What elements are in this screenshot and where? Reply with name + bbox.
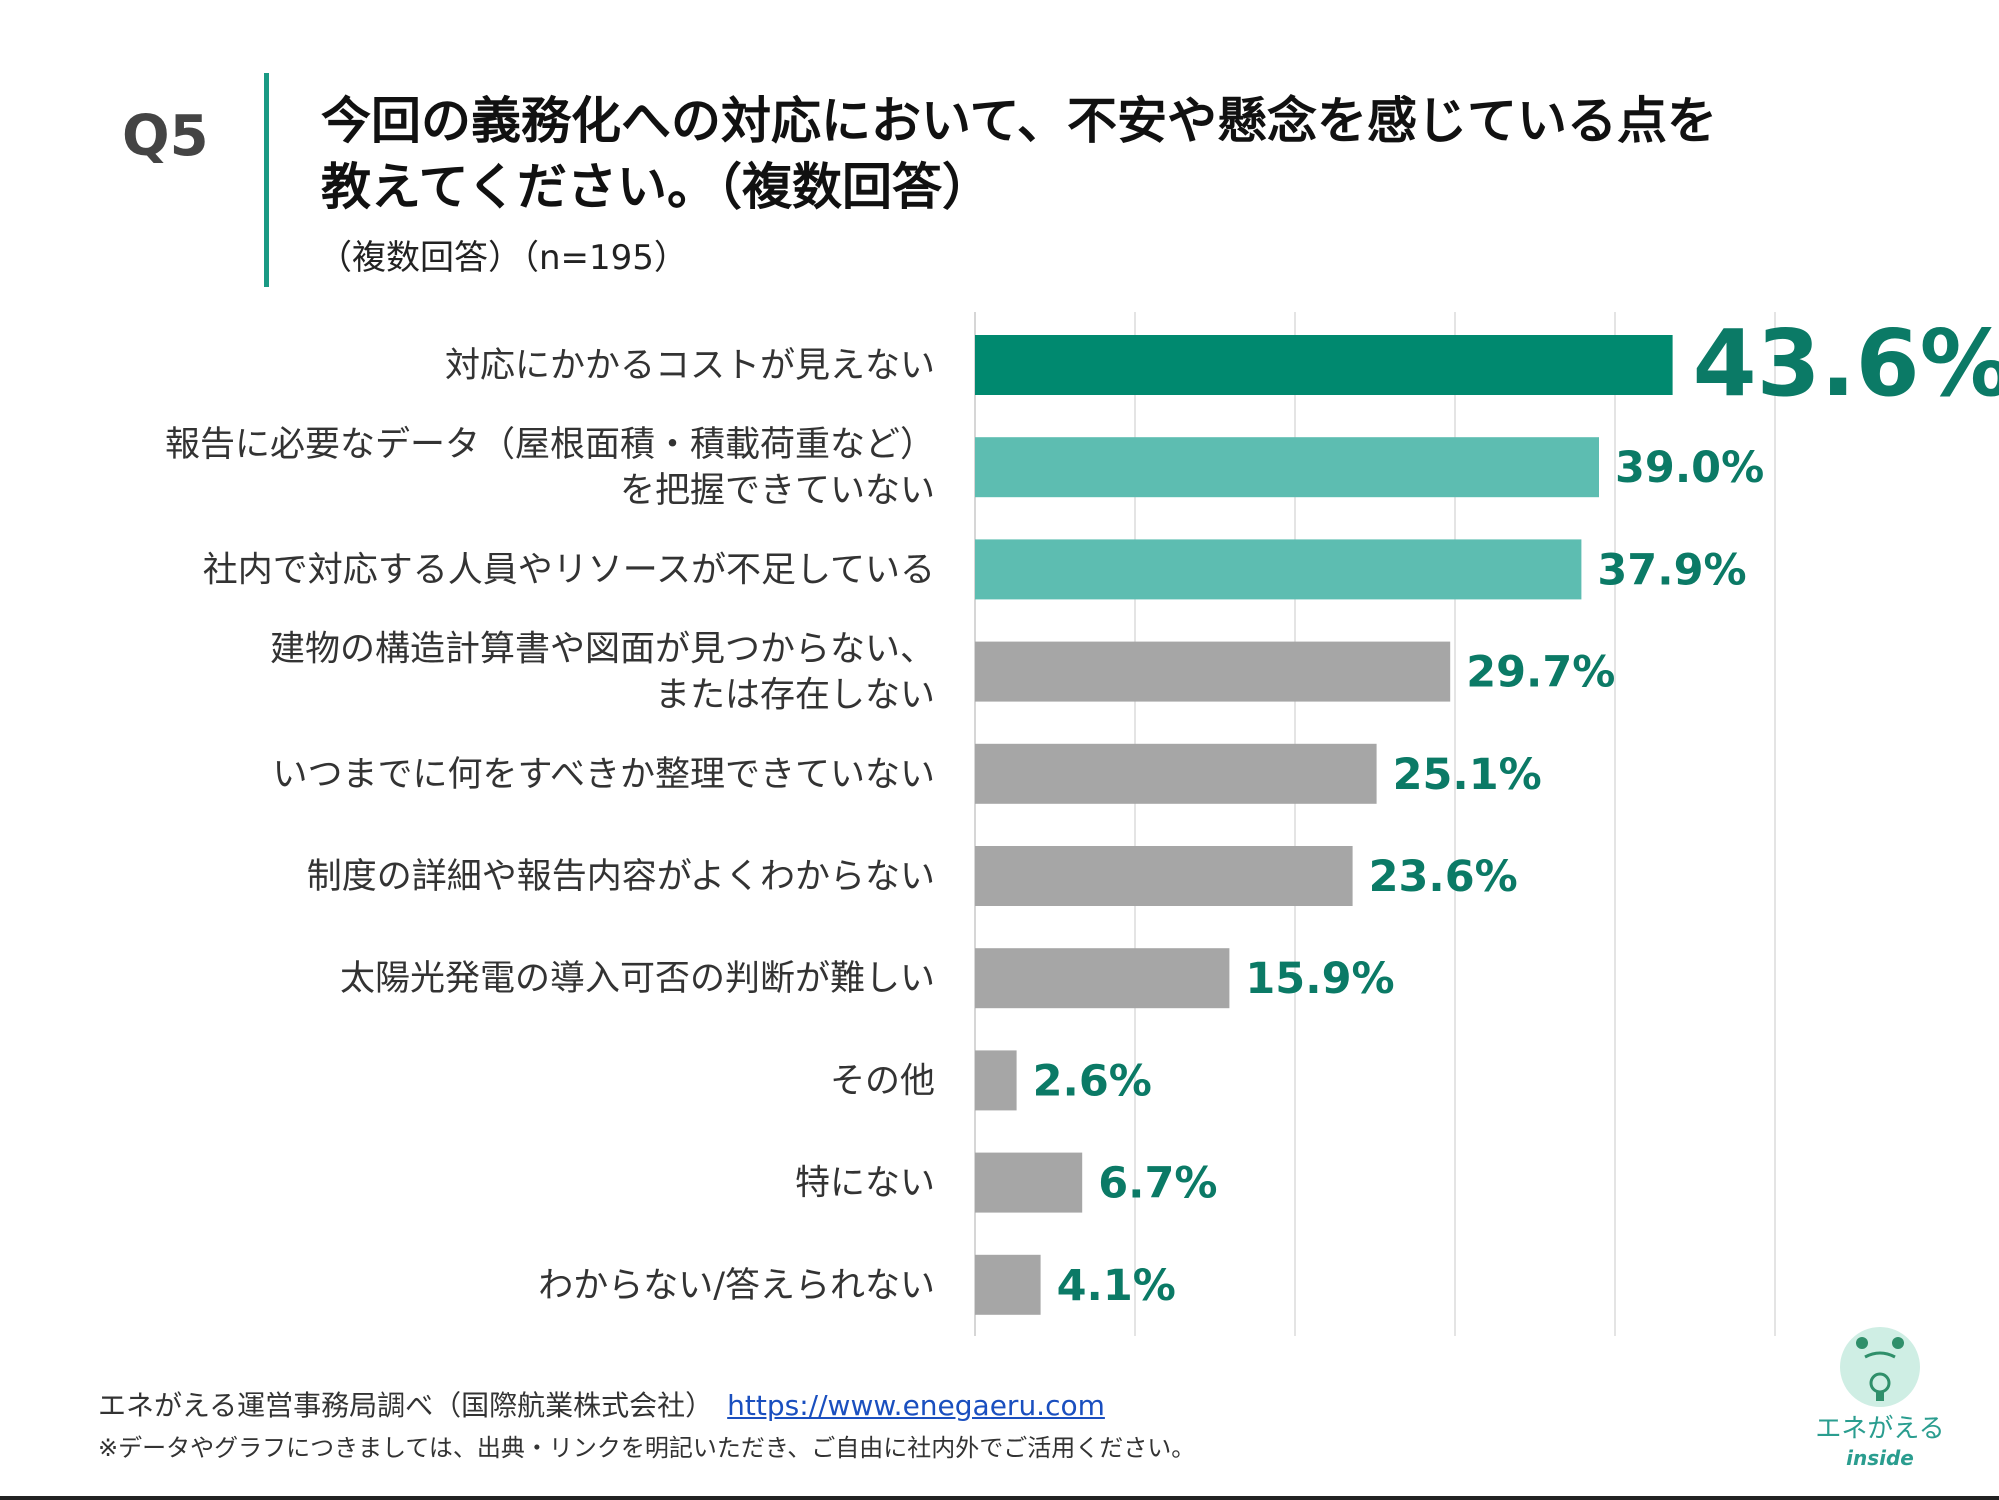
value-label: 29.7% bbox=[1466, 648, 1615, 698]
logo-text: エネがえる bbox=[1815, 1414, 1944, 1444]
bar bbox=[975, 846, 1353, 906]
value-label: 2.6% bbox=[1033, 1056, 1152, 1106]
source-note: エネがえる運営事務局調べ（国際航業株式会社） https://www.enegae… bbox=[98, 1384, 1105, 1424]
category-label: 社内で対応する人員やリソースが不足している bbox=[203, 550, 935, 590]
category-label: 対応にかかるコストが見えない bbox=[445, 346, 935, 386]
category-label: 制度の詳細や報告内容がよくわからない bbox=[307, 857, 935, 897]
bar bbox=[975, 1050, 1017, 1111]
source-text: エネがえる運営事務局調べ（国際航業株式会社） bbox=[98, 1389, 714, 1422]
logo-subtext: inside bbox=[1846, 1446, 1914, 1470]
value-label: 23.6% bbox=[1369, 852, 1518, 902]
category-label: 太陽光発電の導入可否の判断が難しい bbox=[340, 959, 935, 999]
frog-bulb-icon bbox=[1840, 1327, 1920, 1407]
bar bbox=[975, 335, 1673, 395]
category-label: 建物の構造計算書や図面が見つからない、 bbox=[270, 630, 935, 670]
bar bbox=[975, 437, 1599, 498]
source-link[interactable]: https://www.enegaeru.com bbox=[727, 1389, 1105, 1422]
category-label: 特にない bbox=[795, 1164, 935, 1204]
question-number: Q5 bbox=[122, 104, 209, 169]
value-label: 43.6% bbox=[1693, 310, 1999, 417]
value-label: 39.0% bbox=[1615, 443, 1764, 493]
title-accent-bar bbox=[264, 73, 269, 287]
value-label: 37.9% bbox=[1597, 545, 1746, 595]
bar bbox=[975, 743, 1377, 804]
bar bbox=[975, 539, 1582, 600]
category-label: いつまでに何をすべきか整理できていない bbox=[272, 755, 935, 795]
chart-title: 今回の義務化への対応において、不安や懸念を感じている点を 教えてください。（複数… bbox=[321, 88, 1717, 220]
bottom-border bbox=[0, 1496, 1999, 1500]
category-label: を把握できていない bbox=[620, 471, 935, 511]
chart-subtitle: （複数回答）（n=195） bbox=[318, 238, 688, 278]
category-label: その他 bbox=[830, 1061, 935, 1101]
title-line-1: 今回の義務化への対応において、不安や懸念を感じている点を bbox=[321, 92, 1717, 150]
category-label: または存在しない bbox=[655, 676, 935, 716]
value-label: 25.1% bbox=[1393, 750, 1542, 800]
enegaeru-logo: エネがえる inside bbox=[1815, 1327, 1945, 1470]
value-label: 4.1% bbox=[1057, 1261, 1176, 1311]
value-label: 6.7% bbox=[1098, 1159, 1217, 1209]
bar-chart: 43.6% 対応にかかるコストが見えない 39.0% 報告に必要なデータ（屋根面積・積… bbox=[165, 310, 1999, 1336]
category-label: わからない/答えられない bbox=[538, 1266, 935, 1306]
usage-note: ※データやグラフにつきましては、出典・リンクを明記いただき、ご自由に社内外でご活… bbox=[98, 1434, 1196, 1462]
bar bbox=[975, 641, 1451, 702]
title-line-2: 教えてください。（複数回答） bbox=[321, 158, 992, 216]
category-label: 報告に必要なデータ（屋根面積・積載荷重など） bbox=[165, 425, 935, 465]
bar bbox=[975, 948, 1230, 1009]
value-label: 15.9% bbox=[1245, 954, 1394, 1004]
bar bbox=[975, 1152, 1083, 1213]
bar bbox=[975, 1254, 1041, 1315]
